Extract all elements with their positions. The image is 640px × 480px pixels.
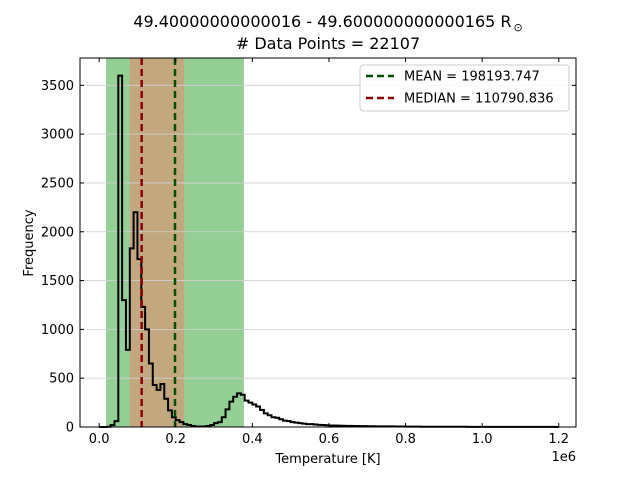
sun-symbol: ⊙ — [514, 21, 523, 34]
legend-median-label: MEDIAN = 110790.836 — [404, 92, 554, 107]
x-axis-scale-label: 1e6 — [551, 450, 576, 465]
y-tick-label: 500 — [49, 372, 74, 387]
x-tick-label: 0.8 — [395, 432, 416, 447]
x-tick-label: 1.0 — [472, 432, 493, 447]
legend: MEAN = 198193.747 MEDIAN = 110790.836 — [359, 64, 570, 112]
y-tick-label: 1500 — [41, 274, 74, 289]
chart-title-line2: # Data Points = 22107 — [236, 34, 420, 53]
x-axis-label: Temperature [K] — [274, 452, 380, 467]
x-tick-label: 0.4 — [242, 432, 263, 447]
y-axis-label: Frequency — [22, 209, 37, 276]
x-tick-label: 1.2 — [548, 432, 569, 447]
x-tick-label: 0.6 — [319, 432, 340, 447]
y-tick-label: 3000 — [41, 128, 74, 143]
legend-mean-label: MEAN = 198193.747 — [404, 70, 540, 85]
stat-lines — [140, 58, 177, 427]
y-tick-label: 2500 — [41, 176, 74, 191]
legend-box — [359, 64, 570, 112]
chart-title-line1: 49.40000000000016 - 49.600000000000165 R… — [133, 12, 522, 34]
y-tick-label: 1000 — [41, 323, 74, 338]
y-tick-label: 2000 — [41, 225, 74, 240]
y-tick-label: 0 — [66, 421, 74, 436]
y-tick-label: 3500 — [41, 79, 74, 94]
axis-ticks: 0.0 0.2 0.4 0.6 0.8 1.0 1.2 0 500 1000 1500 2000 250… — [41, 58, 576, 447]
x-tick-label: 0.2 — [165, 432, 186, 447]
x-tick-label: 0.0 — [89, 432, 110, 447]
plot-frame — [79, 57, 577, 428]
